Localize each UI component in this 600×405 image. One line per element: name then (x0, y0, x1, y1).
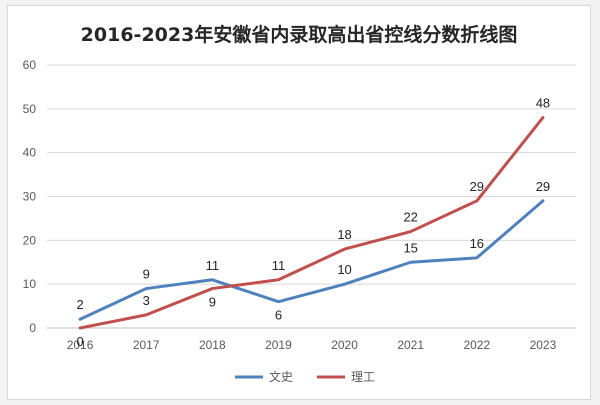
series-line-1 (78, 199, 545, 321)
data-label: 6 (275, 308, 282, 323)
x-tick-label: 2018 (199, 338, 226, 352)
data-label: 9 (143, 267, 150, 282)
data-label: 29 (470, 179, 484, 194)
y-tick-label: 30 (23, 190, 37, 204)
x-tick-label: 2020 (331, 338, 358, 352)
data-label: 9 (209, 295, 216, 310)
data-label: 48 (536, 96, 550, 111)
x-tick-label: 2022 (463, 338, 490, 352)
chart-title: 2016-2023年安徽省内录取高出省控线分数折线图 (81, 23, 518, 46)
x-tick-label: 2023 (530, 338, 557, 352)
x-tick-label: 2017 (133, 338, 160, 352)
legend-label-1: 文史 (269, 369, 293, 384)
x-tick-label: 2019 (265, 338, 292, 352)
line-chart: 2016-2023年安徽省内录取高出省控线分数折线图 0102030405060… (23, 23, 576, 384)
series-line-2 (78, 116, 545, 330)
x-tick-label: 2021 (397, 338, 424, 352)
data-label: 3 (143, 293, 150, 308)
y-tick-label: 60 (23, 58, 37, 72)
y-tick-label: 0 (29, 321, 36, 335)
x-tick-label: 2016 (67, 338, 94, 352)
y-tick-label: 20 (23, 233, 37, 247)
legend-label-2: 理工 (351, 370, 375, 384)
data-label: 2 (76, 297, 83, 312)
legend: 文史 理工 (235, 369, 375, 384)
y-tick-label: 10 (23, 277, 37, 291)
data-label: 0 (76, 334, 83, 349)
gridlines (47, 64, 576, 329)
data-label: 11 (206, 258, 220, 273)
chart-area: 2016-2023年安徽省内录取高出省控线分数折线图 0 10 20 30 40 50 60… (7, 5, 591, 400)
data-label: 29 (536, 179, 550, 194)
data-label: 22 (403, 210, 417, 225)
x-axis-ticks: 2016 2017 2018 2019 2020 2021 2022 2023 (67, 338, 557, 352)
y-axis-ticks: 0 10 20 30 40 50 60 (23, 58, 37, 335)
data-label: 16 (470, 236, 484, 251)
data-label: 15 (403, 240, 417, 255)
data-label: 11 (272, 258, 286, 273)
series-lines (78, 116, 545, 330)
y-tick-label: 50 (23, 102, 37, 116)
y-tick-label: 40 (23, 146, 37, 160)
data-label: 18 (337, 227, 351, 242)
data-label: 10 (337, 262, 351, 277)
